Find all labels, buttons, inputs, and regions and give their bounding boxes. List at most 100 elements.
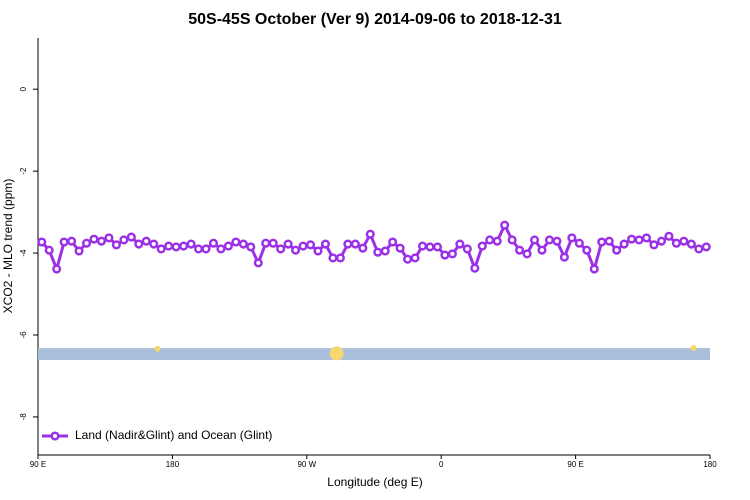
- series-point: [477, 241, 487, 251]
- series-point: [567, 233, 577, 243]
- series-point: [238, 239, 248, 249]
- series-point: [410, 253, 420, 263]
- series-point: [37, 237, 47, 247]
- y-tick-label: -4: [19, 249, 28, 257]
- series-point: [350, 239, 360, 249]
- series-point: [403, 254, 413, 264]
- x-axis-label: Longitude (deg E): [327, 475, 422, 489]
- series-point: [597, 237, 607, 247]
- series-point: [59, 237, 69, 247]
- series-point: [276, 244, 286, 254]
- series-point: [119, 235, 129, 245]
- series-point: [208, 238, 219, 248]
- series-point: [328, 253, 338, 263]
- series-point: [485, 235, 495, 245]
- series-point: [388, 237, 398, 247]
- series-point: [455, 239, 465, 249]
- series-point: [619, 239, 629, 249]
- series-point: [343, 239, 353, 249]
- series-point: [425, 242, 435, 252]
- series-point: [671, 238, 681, 248]
- series-point: [492, 236, 502, 246]
- series-point: [470, 263, 480, 273]
- series-point: [111, 240, 121, 250]
- series-point: [417, 241, 428, 251]
- series-point: [291, 245, 301, 255]
- series-point: [544, 235, 555, 245]
- x-tick-label: 90 E: [567, 460, 583, 469]
- y-tick-label: -2: [19, 167, 28, 175]
- x-tick-label: 0: [439, 460, 444, 469]
- x-tick-label: 90 E: [30, 460, 46, 469]
- series-point: [89, 234, 99, 244]
- series-point: [552, 236, 562, 246]
- series-point: [604, 236, 614, 246]
- series-point: [104, 233, 114, 243]
- series-point: [522, 249, 532, 259]
- series-point: [223, 241, 233, 251]
- series-point: [529, 235, 540, 245]
- series-point: [52, 264, 62, 274]
- series-point: [320, 239, 331, 249]
- series-point: [679, 236, 689, 246]
- series-point: [193, 244, 204, 254]
- series-point: [96, 236, 107, 246]
- y-tick-label: 0: [19, 86, 28, 91]
- ocean-band: [38, 348, 710, 360]
- series-point: [373, 247, 383, 257]
- chart-title: 50S-45S October (Ver 9) 2014-09-06 to 20…: [188, 11, 562, 28]
- series-point: [447, 249, 457, 259]
- series-point: [171, 242, 181, 252]
- series-point: [201, 244, 211, 254]
- series-point: [701, 242, 711, 252]
- series-point: [179, 241, 189, 251]
- series-point: [134, 239, 144, 249]
- series-point: [432, 242, 443, 252]
- series-point: [440, 250, 450, 260]
- series-point: [335, 253, 345, 263]
- series-point: [627, 234, 637, 244]
- legend-label: Land (Nadir&Glint) and Ocean (Glint): [75, 428, 272, 442]
- series-point: [634, 235, 644, 245]
- series-point: [358, 243, 368, 253]
- series-point: [515, 245, 525, 255]
- series-point: [664, 231, 674, 241]
- series-point: [649, 240, 659, 250]
- highlight-point: [690, 345, 697, 352]
- series-point: [156, 244, 166, 254]
- series-point: [612, 245, 622, 255]
- series-point: [246, 242, 256, 252]
- series-point: [500, 220, 510, 230]
- series-point: [186, 239, 196, 249]
- series-point: [462, 244, 472, 254]
- series-point: [283, 239, 293, 249]
- series-point: [589, 264, 599, 274]
- series-point: [365, 229, 375, 239]
- series-point: [74, 246, 84, 256]
- series-point: [216, 244, 226, 254]
- series-point: [574, 238, 584, 248]
- series-point: [305, 240, 316, 250]
- series-point: [126, 232, 136, 242]
- series-point: [656, 236, 667, 246]
- series-point: [81, 238, 92, 248]
- x-tick-label: 180: [703, 460, 717, 469]
- series-point: [44, 245, 54, 255]
- x-tick-label: 180: [166, 460, 180, 469]
- y-axis-label: XCO2 - MLO trend (ppm): [1, 179, 15, 314]
- highlight-point: [329, 346, 344, 361]
- y-tick-label: -8: [19, 413, 28, 421]
- series-point: [559, 252, 569, 262]
- series-point: [231, 237, 241, 247]
- series-point: [507, 235, 517, 245]
- series-point: [641, 233, 652, 243]
- legend-marker: [50, 431, 60, 441]
- series-point: [261, 238, 271, 248]
- series-point: [149, 239, 159, 249]
- series-point: [582, 245, 592, 255]
- series-point: [268, 238, 278, 248]
- series-point: [313, 246, 323, 256]
- x-tick-label: 90 W: [297, 460, 316, 469]
- series-point: [141, 236, 151, 246]
